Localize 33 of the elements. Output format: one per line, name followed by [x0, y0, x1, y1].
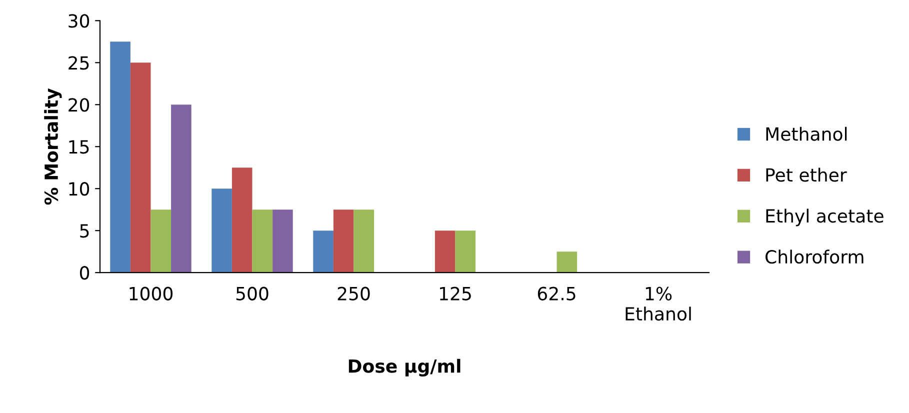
y-tick-label: 30 — [68, 14, 90, 28]
bar — [212, 188, 232, 273]
bar — [110, 42, 130, 273]
bar — [252, 210, 273, 273]
bar — [354, 210, 374, 273]
x-tick-label: 250 — [338, 286, 370, 300]
y-tick-label: 15 — [69, 140, 89, 154]
bar — [130, 62, 151, 273]
legend-label: Chloroform — [766, 250, 864, 264]
bar — [455, 230, 476, 273]
bar — [272, 210, 293, 273]
legend-label: Pet ether — [766, 168, 847, 182]
x-axis-title: Dose µg/ml — [348, 358, 460, 376]
legend-label: Methanol — [766, 126, 847, 141]
legend-label: Ethyl acetate — [766, 208, 884, 226]
y-tick-label: 10 — [69, 182, 90, 196]
x-tick-label: 1000 — [130, 286, 173, 300]
bar — [313, 230, 334, 273]
bar — [150, 210, 172, 273]
y-tick-label: 5 — [80, 224, 89, 238]
bar — [171, 104, 192, 273]
bar — [333, 210, 354, 273]
x-tick-label: 1% Ethanol — [626, 286, 691, 321]
y-tick-label: 25 — [68, 56, 89, 70]
y-tick-label: 20 — [68, 98, 90, 112]
x-tick-label: 125 — [440, 286, 471, 300]
bar — [232, 168, 252, 273]
y-tick-label: 0 — [80, 266, 90, 280]
bar — [556, 252, 578, 273]
y-axis-title: % Mortality — [44, 88, 62, 205]
x-tick-label: 500 — [236, 286, 268, 300]
x-tick-label: 62.5 — [538, 286, 576, 300]
bar — [434, 230, 456, 273]
